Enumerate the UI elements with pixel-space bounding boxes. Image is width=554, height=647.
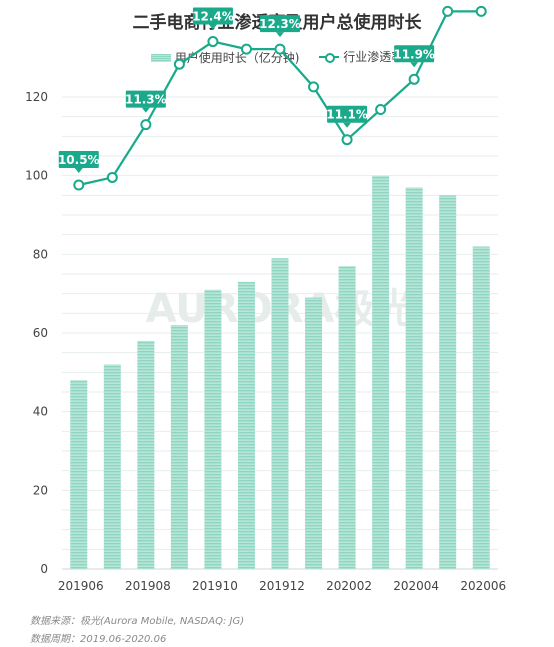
- x-tick-label: 201908: [125, 579, 171, 593]
- penetration-point: [207, 36, 219, 48]
- penetration-point: [240, 43, 252, 55]
- x-tick-label: 202006: [460, 579, 506, 593]
- penetration-point: [375, 104, 387, 115]
- usage-bar: [271, 258, 289, 569]
- data-label: 11.3%: [125, 93, 167, 107]
- penetration-point: [173, 58, 185, 70]
- data-label-pointer: [410, 62, 419, 68]
- penetration-point: [341, 134, 353, 146]
- data-label-box: [260, 15, 300, 33]
- y-tick-label: 20: [33, 483, 48, 497]
- data-label-pointer: [343, 122, 352, 128]
- y-tick-label: 0: [40, 562, 48, 576]
- usage-bar: [137, 340, 155, 569]
- period-note: 数据周期：2019.06-2020.06: [30, 634, 167, 645]
- y-tick-label: 60: [33, 326, 48, 340]
- usage-bar: [372, 175, 390, 569]
- data-label-box: [192, 7, 233, 25]
- data-label-pointer: [74, 168, 83, 173]
- usage-bar: [305, 297, 323, 569]
- x-tick-label: 202004: [393, 579, 439, 593]
- data-label: 11.1%: [326, 108, 368, 122]
- penetration-point: [73, 179, 85, 191]
- legend-item-penetration: 行业渗透率: [319, 48, 403, 65]
- usage-bar: [338, 266, 356, 569]
- y-tick-label: 100: [25, 169, 48, 183]
- y-tick-label: 80: [33, 247, 48, 261]
- legend-label-penetration: 行业渗透率: [343, 50, 404, 64]
- x-tick-label: 201912: [259, 579, 305, 593]
- data-label-pointer: [276, 32, 284, 38]
- usage-bar: [237, 281, 255, 569]
- usage-bar: [405, 187, 423, 569]
- penetration-point: [442, 5, 454, 17]
- legend-item-usage-time: 用户使用时长（亿分钟): [150, 49, 300, 66]
- legend: 用户使用时长（亿分钟) 行业渗透率: [0, 48, 554, 66]
- x-tick-label: 202002: [326, 579, 372, 593]
- usage-bar: [70, 380, 88, 569]
- y-tick-label: 120: [25, 90, 48, 104]
- data-label-box: [394, 45, 435, 63]
- usage-bar: [472, 246, 490, 569]
- legend-bar-swatch: [150, 53, 171, 62]
- penetration-point: [408, 73, 420, 85]
- legend-line-swatch: [319, 52, 340, 63]
- penetration-point: [140, 119, 152, 131]
- usage-bar: [439, 195, 457, 570]
- data-label-box: [58, 151, 99, 168]
- x-tick-label: 201906: [58, 579, 104, 593]
- penetration-point: [308, 81, 320, 93]
- usage-bar: [204, 289, 222, 569]
- penetration-point: [106, 171, 118, 183]
- y-tick-label: 40: [33, 405, 48, 419]
- data-label-box: [125, 90, 166, 108]
- data-label: 11.9%: [393, 47, 435, 61]
- data-label-pointer: [208, 24, 217, 30]
- data-label-pointer: [141, 107, 150, 113]
- penetration-point: [475, 5, 487, 17]
- data-label: 10.5%: [58, 153, 100, 167]
- data-label-box: [327, 105, 368, 123]
- data-label: 12.3%: [259, 17, 301, 31]
- x-tick-label: 201910: [192, 579, 238, 593]
- penetration-point: [274, 43, 286, 55]
- usage-bar: [170, 325, 188, 569]
- data-label: 12.4%: [192, 10, 234, 24]
- source-note: 数据来源：极光(Aurora Mobile, NASDAQ: JG): [30, 616, 245, 627]
- legend-label-usage-time: 用户使用时长（亿分钟): [174, 51, 300, 65]
- usage-bar: [103, 364, 121, 569]
